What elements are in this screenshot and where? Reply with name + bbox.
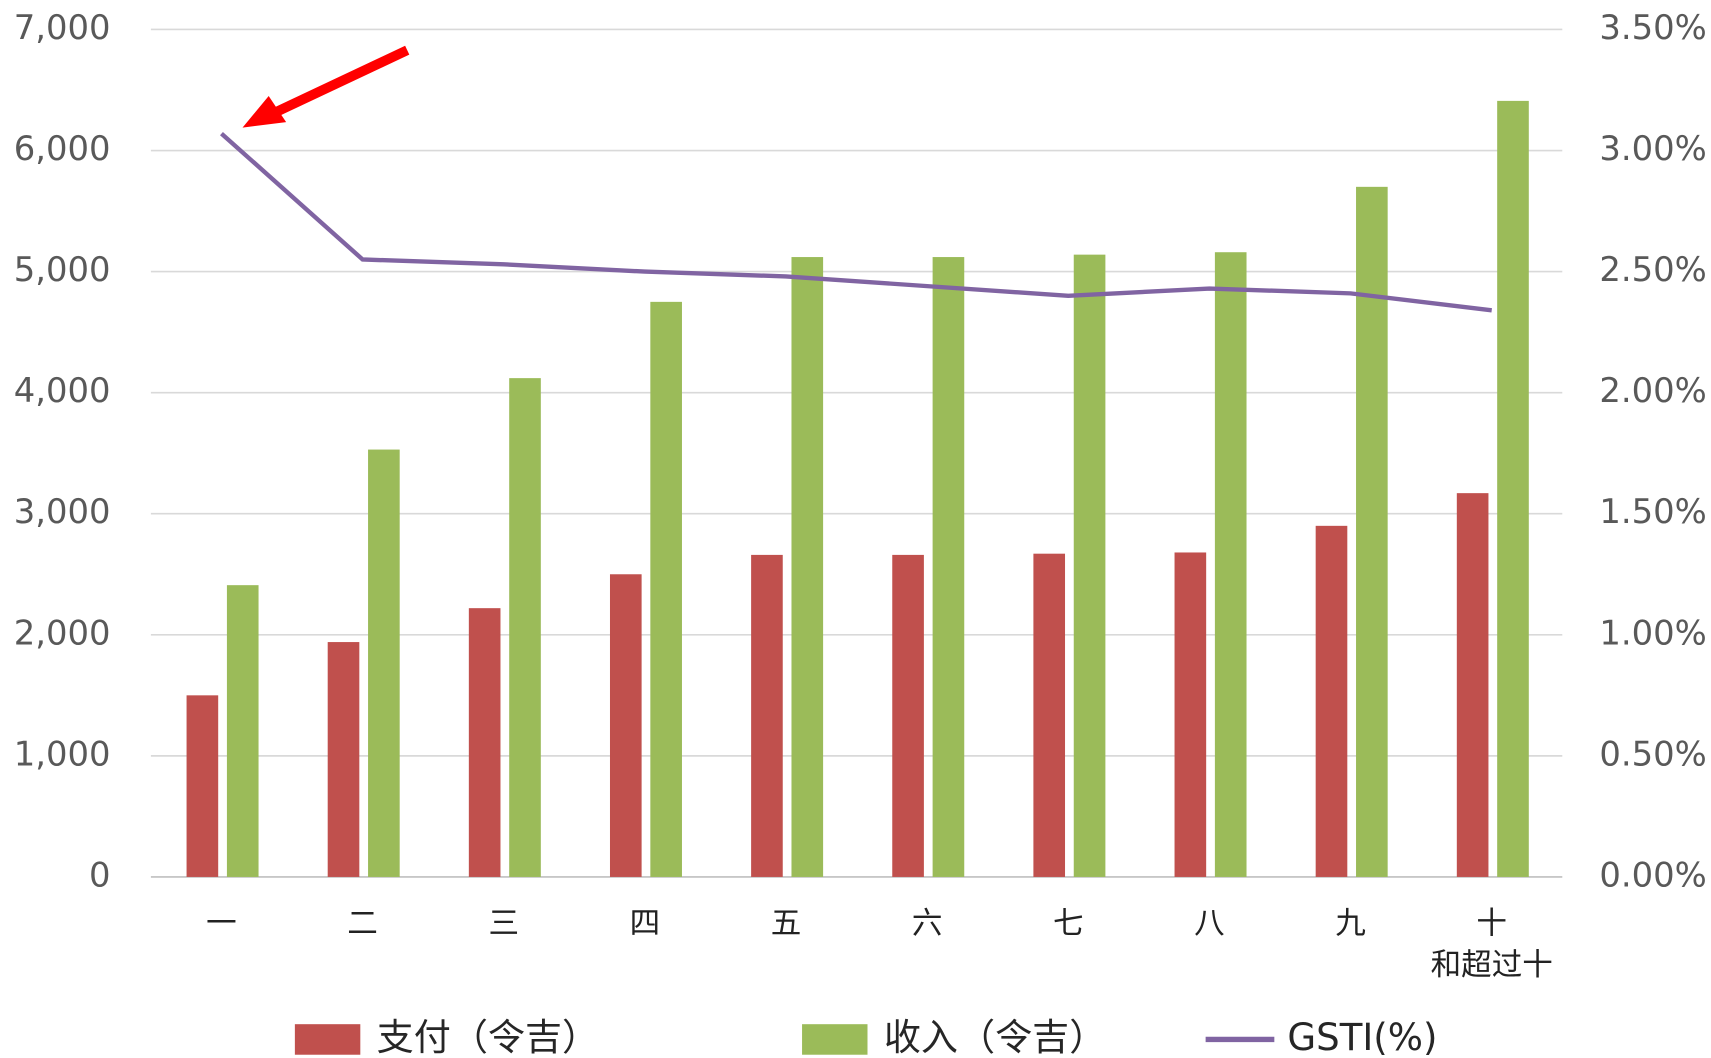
x-tick-label-box: 九 — [1335, 905, 1366, 942]
bar — [791, 257, 824, 877]
x-tick-label-box: 七 — [1053, 905, 1084, 942]
legend-label: GSTI(%) — [1287, 1016, 1437, 1058]
bar — [1073, 254, 1106, 877]
x-tick-label-box: 五 — [770, 905, 802, 942]
bar — [226, 585, 259, 877]
y2-tick-label: 0.00% — [1599, 855, 1706, 894]
bar — [186, 695, 219, 877]
x-tick-label-box: 六 — [911, 905, 943, 942]
x-tick-label-box: 三 — [488, 905, 520, 942]
y2-tick-label: 2.00% — [1599, 371, 1706, 410]
bar — [751, 554, 783, 877]
x-tick-label: 二 — [347, 905, 378, 942]
x-tick-label-box: 四 — [629, 905, 661, 942]
x-tick-label-box: 二 — [347, 905, 378, 942]
bar — [327, 642, 360, 877]
x-tick-label-box: 八 — [1194, 905, 1225, 942]
legend-swatch — [802, 1024, 868, 1055]
y-tick-label: 7,000 — [14, 8, 111, 47]
y-tick-label: 5,000 — [14, 250, 111, 289]
bar — [368, 449, 400, 877]
bar — [1456, 493, 1489, 877]
bar — [509, 378, 541, 877]
bar — [468, 608, 501, 877]
bar — [1214, 252, 1247, 877]
bar — [892, 554, 924, 877]
x-tick-label: 八 — [1194, 905, 1225, 942]
bar — [932, 257, 965, 877]
x-tick-label: 五 — [770, 905, 802, 942]
bar — [1174, 552, 1207, 877]
legend-label: 收入（令吉） — [884, 1016, 1106, 1058]
y-tick-label: 4,000 — [14, 371, 111, 410]
arrow-annotation — [242, 45, 410, 128]
legend-label: 支付（令吉） — [377, 1016, 599, 1058]
x-tick-label-box: 十 和超过十 — [1430, 905, 1553, 983]
y2-tick-label: 1.00% — [1599, 613, 1706, 652]
x-tick-label: 十 和超过十 — [1430, 905, 1553, 983]
x-tick-label: 四 — [629, 905, 661, 942]
bar — [1315, 525, 1348, 877]
y2-tick-label: 3.50% — [1599, 8, 1706, 47]
y-tick-label: 2,000 — [14, 613, 111, 652]
bar — [609, 574, 642, 877]
bar — [1356, 186, 1388, 877]
legend-swatch — [294, 1024, 361, 1055]
bar — [1033, 553, 1066, 877]
bar — [1497, 100, 1529, 877]
y2-tick-label: 1.50% — [1599, 492, 1706, 531]
y-tick-label: 6,000 — [14, 129, 111, 168]
y-tick-label: 1,000 — [14, 734, 111, 773]
y-tick-label: 3,000 — [14, 492, 111, 531]
x-tick-label-box: 一 — [206, 905, 237, 942]
y-tick-label: 0 — [89, 855, 111, 894]
x-tick-label: 七 — [1053, 905, 1084, 942]
x-tick-label: 六 — [911, 905, 943, 942]
line-series — [220, 131, 1492, 313]
x-tick-label: 九 — [1335, 905, 1366, 942]
y2-tick-label: 3.00% — [1599, 129, 1706, 168]
y2-tick-label: 0.50% — [1599, 734, 1706, 773]
x-tick-label: 一 — [206, 905, 237, 942]
x-tick-label: 三 — [488, 905, 520, 942]
bar — [650, 301, 682, 877]
y2-tick-label: 2.50% — [1599, 250, 1706, 289]
